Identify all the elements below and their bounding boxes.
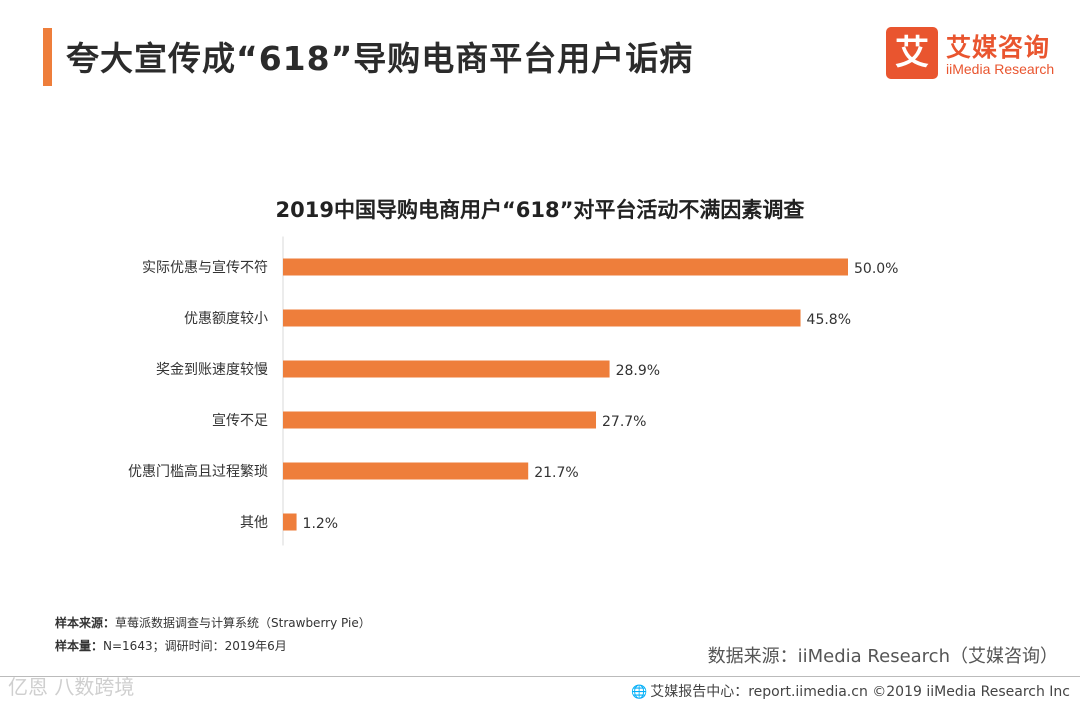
- bar: [283, 462, 529, 480]
- footnote-sample-source: 样本来源：草莓派数据调查与计算系统（Strawberry Pie）: [55, 614, 371, 631]
- category-label: 奖金到账速度较慢: [156, 361, 268, 378]
- bar: [283, 411, 597, 429]
- chart-title: 2019中国导购电商用户“618”对平台活动不满因素调查: [275, 198, 805, 222]
- logo-icon: 艾: [886, 27, 938, 79]
- value-label: 28.9%: [616, 363, 660, 379]
- footnote-sample-source-label: 样本来源：: [55, 616, 116, 630]
- category-label: 实际优惠与宣传不符: [142, 260, 268, 276]
- value-label: 50.0%: [854, 261, 898, 277]
- footnote-sample-source-value: 草莓派数据调查与计算系统（Strawberry Pie）: [115, 616, 371, 630]
- category-label: 优惠门槛高且过程繁琐: [128, 463, 268, 480]
- logo-name-en: iiMedia Research: [946, 61, 1055, 77]
- footnote-sample-size-value: N=1643；调研时间：2019年6月: [103, 639, 287, 653]
- data-source: 数据来源：iiMedia Research（艾媒咨询）: [707, 646, 1058, 667]
- category-label: 宣传不足: [212, 413, 268, 429]
- bar: [283, 258, 848, 276]
- page-title: 夸大宣传成“618”导购电商平台用户诟病: [66, 39, 694, 78]
- bar: [283, 360, 610, 378]
- globe-icon: 🌐: [631, 685, 648, 700]
- title-accent-bar: [43, 28, 52, 86]
- logo-name-cn: 艾媒咨询: [946, 33, 1051, 62]
- footnote-sample-size-label: 样本量：: [55, 639, 104, 653]
- watermark: 亿恩 八数跨境: [8, 675, 135, 699]
- footnote-sample-size: 样本量：N=1643；调研时间：2019年6月: [55, 637, 287, 654]
- category-label: 其他: [240, 515, 268, 531]
- value-label: 1.2%: [303, 516, 339, 532]
- copyright: 🌐 艾媒报告中心：report.iimedia.cn ©2019 iiMedia …: [631, 681, 1070, 701]
- value-label: 45.8%: [807, 312, 851, 328]
- bar: [283, 309, 801, 327]
- brand-logo: 艾 艾媒咨询 iiMedia Research: [886, 27, 1061, 83]
- value-label: 21.7%: [534, 465, 578, 481]
- bar: [283, 513, 297, 531]
- value-label: 27.7%: [602, 414, 646, 430]
- footer-divider: [0, 676, 1080, 677]
- category-label: 优惠额度较小: [184, 311, 268, 327]
- copyright-text: 艾媒报告中心：report.iimedia.cn ©2019 iiMedia R…: [650, 684, 1070, 700]
